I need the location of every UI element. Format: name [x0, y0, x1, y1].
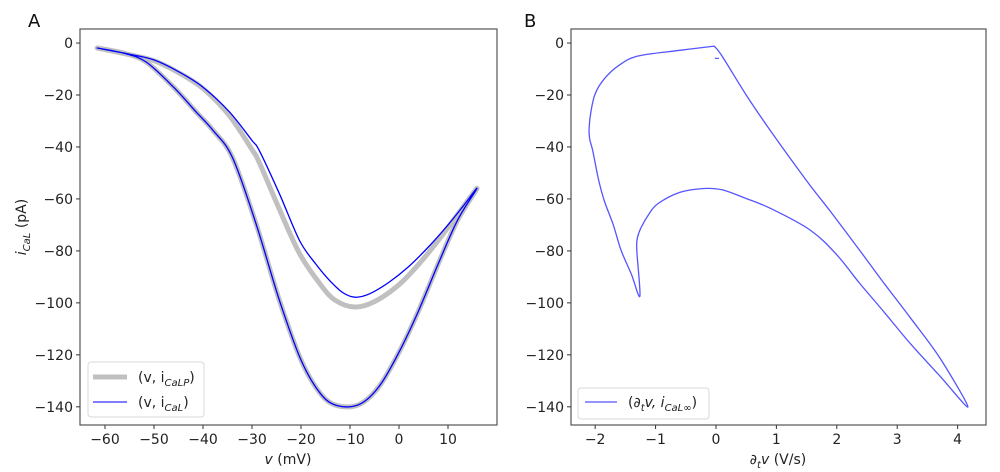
panel-a-x-ticks: −60 −50 −40 −30 −20 −10 0 10 [90, 425, 457, 448]
panel-b-legend-box [577, 387, 710, 420]
x-tick-label: −60 [90, 432, 120, 448]
panel-a-x-axis-label: v (mV) [265, 452, 312, 468]
panel-b-x-axis-label: ∂tv (V/s) [750, 452, 806, 471]
panel-a-legend: (v, iCaLP) (v, iCaL) [87, 361, 205, 418]
x-tick-label: 10 [439, 432, 457, 448]
panel-b-y-ticks: 0 −20 −40 −60 −80 −100 −120 −140 [526, 36, 571, 416]
y-tick-label: −140 [35, 400, 73, 416]
series-line-icalp [94, 45, 480, 410]
y-tick-label: −60 [534, 192, 564, 208]
x-tick-label: −10 [335, 432, 365, 448]
x-tick-label: 0 [395, 432, 404, 448]
legend-label-icalp: (v, iCaLP) [138, 370, 195, 389]
y-tick-label: 0 [555, 36, 564, 52]
y-tick-label: −120 [35, 348, 73, 364]
panel-b: B −2 −1 0 1 2 3 4 0 −20 −40 −60 −80 −100 −120 −140 ∂t… [524, 11, 987, 471]
y-tick-label: −100 [526, 296, 564, 312]
y-tick-label: −20 [534, 88, 564, 104]
y-tick-label: −120 [526, 348, 564, 364]
x-tick-label: 3 [893, 432, 902, 448]
x-tick-label: −30 [237, 432, 267, 448]
y-tick-label: −20 [43, 88, 73, 104]
x-tick-label: −2 [585, 432, 606, 448]
panel-b-legend: (∂tv, iCaL∞) [577, 387, 710, 420]
legend-label-icalinf: (∂tv, iCaL∞) [628, 395, 697, 414]
series-line-icalinf [588, 45, 969, 408]
panel-b-series [588, 45, 969, 408]
x-tick-label: 1 [772, 432, 781, 448]
y-tick-label: −80 [43, 244, 73, 260]
y-tick-label: 0 [64, 36, 73, 52]
x-tick-label: −40 [188, 432, 218, 448]
y-tick-label: −40 [534, 140, 564, 156]
panel-b-axes-frame [570, 28, 987, 426]
y-tick-label: −80 [534, 244, 564, 260]
x-tick-label: 0 [712, 432, 721, 448]
panel-b-x-ticks: −2 −1 0 1 2 3 4 [585, 425, 962, 448]
legend-label-ical: (v, iCaL) [138, 395, 189, 414]
series-line-ical [96, 47, 478, 408]
x-tick-label: −50 [139, 432, 169, 448]
x-tick-label: −1 [645, 432, 666, 448]
panel-a-series [94, 45, 480, 410]
panel-a: A −60 −50 −40 −30 −20 −10 0 10 0−20−40−60−80−10… [14, 11, 498, 468]
y-tick-label: −40 [43, 140, 73, 156]
x-tick-label: −20 [286, 432, 316, 448]
panel-a-y-axis-label: iCaL (pA) [14, 199, 33, 255]
y-tick-label: −140 [526, 400, 564, 416]
panel-b-label: B [524, 11, 536, 32]
x-tick-label: 2 [832, 432, 841, 448]
y-tick-label: −60 [43, 192, 73, 208]
panel-a-axes-frame [79, 28, 498, 426]
panel-a-y-ticks: 0 −20 −40 −60 −80 −100 −120 −140 [35, 36, 80, 416]
panel-a-label: A [28, 11, 41, 32]
x-tick-label: 4 [953, 432, 962, 448]
y-tick-label: −100 [35, 296, 73, 312]
